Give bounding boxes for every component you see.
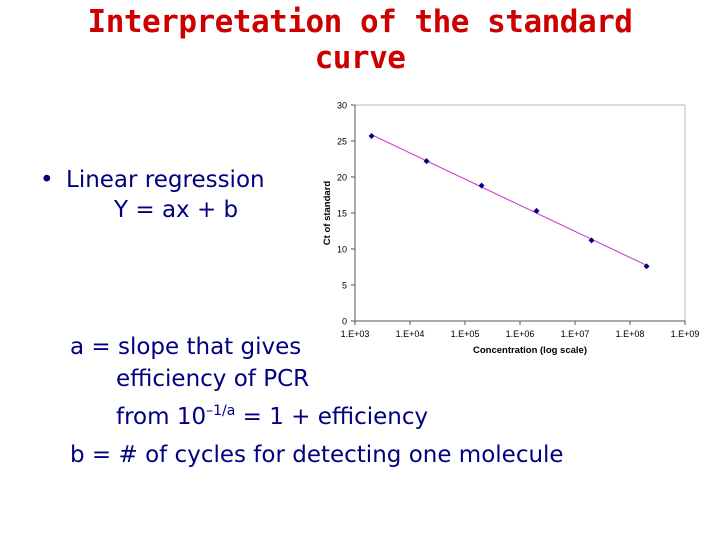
- y-tick-label: 20: [337, 173, 347, 183]
- y-tick-label: 30: [337, 101, 347, 111]
- slide-title: Interpretation of the standard curve: [60, 4, 660, 76]
- title-line-1: Interpretation of the standard: [87, 4, 633, 40]
- efficiency-formula-exponent: –1/a: [206, 403, 236, 419]
- x-tick-label: 1.E+07: [561, 329, 590, 339]
- x-tick-label: 1.E+03: [341, 329, 370, 339]
- slope-line-1: a = slope that gives: [70, 334, 302, 360]
- standard-curve-chart: 0 5 10 15 20 25 30 1.E+03 1.E+04 1.E+05 1.E+06 1.E+…: [322, 101, 700, 357]
- data-point: [368, 132, 375, 139]
- data-point: [423, 158, 430, 165]
- data-point: [478, 182, 485, 189]
- x-tick-label: 1.E+05: [451, 329, 480, 339]
- data-point: [588, 237, 595, 244]
- title-line-2: curve: [314, 40, 406, 76]
- regression-equation: Y = ax + b: [114, 197, 239, 223]
- y-tick-label: 25: [337, 137, 347, 147]
- x-tick-label: 1.E+04: [396, 329, 425, 339]
- trendline: [371, 134, 647, 266]
- data-point: [533, 207, 540, 214]
- efficiency-formula-base: from 10: [116, 404, 207, 430]
- slope-line-3: from 10–1/a = 1 + efficiency: [116, 396, 428, 432]
- x-tick-label: 1.E+06: [506, 329, 535, 339]
- y-tick-label: 5: [342, 281, 347, 291]
- bullet-heading: Linear regression: [66, 167, 265, 193]
- x-axis-label: Concentration (log scale): [473, 345, 587, 356]
- slope-line-2: efficiency of PCR: [116, 366, 310, 392]
- x-tick-label: 1.E+08: [616, 329, 645, 339]
- bullet-symbol: •: [40, 167, 54, 193]
- y-tick-label: 10: [337, 245, 347, 255]
- efficiency-formula-rest: = 1 + efficiency: [235, 404, 429, 430]
- y-axis-label: Ct of standard: [322, 181, 333, 246]
- intercept-definition: b = # of cycles for detecting one molecu…: [70, 442, 564, 468]
- bullet-linear-regression: • Linear regression Y = ax + b: [40, 165, 265, 225]
- y-tick-label: 0: [342, 317, 347, 327]
- y-tick-label: 15: [337, 209, 347, 219]
- x-tick-label: 1.E+09: [671, 329, 700, 339]
- data-point: [643, 263, 650, 270]
